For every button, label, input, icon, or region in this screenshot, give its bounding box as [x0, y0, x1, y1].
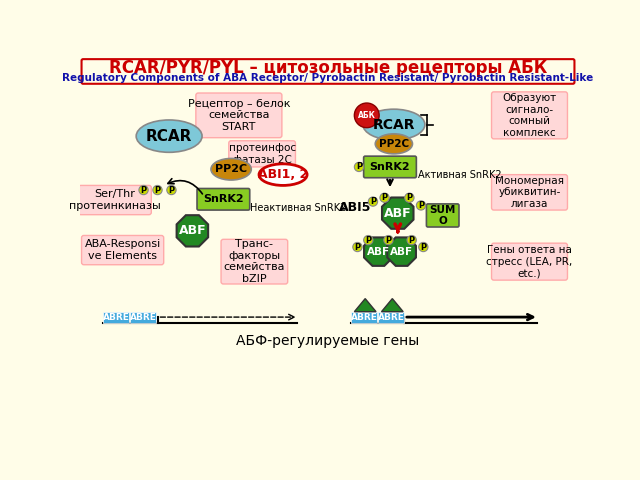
Circle shape [355, 162, 364, 171]
Text: АБК: АБК [358, 111, 376, 120]
Text: ABF: ABF [384, 207, 412, 220]
Text: P: P [406, 193, 412, 202]
FancyBboxPatch shape [229, 141, 296, 167]
Text: P: P [141, 186, 147, 194]
Text: ABRE: ABRE [130, 313, 157, 322]
Text: P: P [408, 236, 415, 245]
FancyBboxPatch shape [426, 204, 459, 227]
Circle shape [364, 236, 373, 245]
Ellipse shape [363, 109, 425, 140]
Text: P: P [168, 186, 175, 194]
FancyBboxPatch shape [81, 236, 164, 265]
FancyBboxPatch shape [364, 156, 417, 178]
Text: RCAR: RCAR [146, 129, 192, 144]
Circle shape [353, 242, 362, 252]
Text: PP2C: PP2C [215, 164, 247, 174]
Text: Транс-
факторы
семейства
bZIP: Транс- факторы семейства bZIP [223, 239, 285, 284]
Circle shape [139, 185, 148, 195]
Ellipse shape [375, 134, 412, 154]
Polygon shape [381, 299, 403, 312]
Text: Regulatory Components of ABA Receptor/ Pyrobactin Resistant/ Pyrobactin Resistan: Regulatory Components of ABA Receptor/ P… [62, 73, 594, 84]
Text: Активная SnRK2: Активная SnRK2 [418, 170, 502, 180]
Text: SnRK2: SnRK2 [203, 194, 244, 204]
Text: P: P [356, 162, 362, 171]
Polygon shape [382, 197, 413, 229]
Circle shape [355, 103, 379, 128]
Text: ABRE: ABRE [102, 313, 129, 322]
Circle shape [368, 197, 378, 206]
Polygon shape [355, 299, 376, 312]
Text: ABI5: ABI5 [339, 201, 371, 214]
Text: P: P [385, 236, 392, 245]
Ellipse shape [136, 120, 202, 152]
Text: P: P [370, 197, 376, 206]
Circle shape [153, 185, 162, 195]
FancyBboxPatch shape [378, 312, 404, 323]
FancyBboxPatch shape [351, 312, 377, 323]
Text: Гены ответа на
стресс (LEA, PR,
etc.): Гены ответа на стресс (LEA, PR, etc.) [486, 245, 573, 278]
Text: P: P [355, 242, 360, 252]
Text: Образуют
сигнало-
сомный
комплекс: Образуют сигнало- сомный комплекс [502, 93, 557, 138]
FancyBboxPatch shape [79, 185, 151, 215]
Polygon shape [364, 238, 393, 266]
Text: ABF: ABF [179, 224, 206, 237]
FancyBboxPatch shape [221, 240, 288, 284]
Text: ABA-Responsi
ve Elements: ABA-Responsi ve Elements [84, 240, 161, 261]
FancyBboxPatch shape [492, 92, 568, 139]
Text: Мономерная
убиквитин-
лигаза: Мономерная убиквитин- лигаза [495, 176, 564, 209]
Text: RCAR: RCAR [372, 118, 415, 132]
Text: ABRE: ABRE [351, 313, 378, 322]
Circle shape [404, 193, 414, 203]
Text: протеинфос
фатазы 2С: протеинфос фатазы 2С [228, 143, 296, 165]
Text: ABI1, 2: ABI1, 2 [258, 168, 308, 181]
Ellipse shape [259, 164, 307, 185]
FancyBboxPatch shape [492, 243, 568, 280]
Circle shape [167, 185, 176, 195]
Text: ABF: ABF [367, 247, 390, 257]
Circle shape [380, 193, 389, 203]
Text: P: P [381, 193, 388, 202]
Circle shape [419, 242, 428, 252]
FancyBboxPatch shape [131, 312, 156, 323]
Ellipse shape [211, 158, 252, 180]
Text: P: P [365, 236, 371, 245]
FancyBboxPatch shape [81, 59, 575, 84]
Text: PP2C: PP2C [379, 139, 409, 149]
Text: АБФ-регулируемые гены: АБФ-регулируемые гены [236, 334, 420, 348]
FancyBboxPatch shape [103, 312, 129, 323]
Text: Ser/Thr
протеинкиназы: Ser/Thr протеинкиназы [69, 189, 161, 211]
Text: P: P [154, 186, 161, 194]
Polygon shape [177, 215, 208, 247]
Circle shape [384, 236, 393, 245]
Text: SnRK2: SnRK2 [370, 162, 410, 172]
FancyBboxPatch shape [197, 189, 250, 210]
Text: RCAR/PYR/PYL – цитозольные рецепторы АБК: RCAR/PYR/PYL – цитозольные рецепторы АБК [109, 60, 547, 77]
Text: ABRE: ABRE [378, 313, 404, 322]
FancyBboxPatch shape [196, 93, 282, 138]
Text: Неактивная SnRK2: Неактивная SnRK2 [250, 203, 347, 213]
Text: P: P [418, 201, 424, 210]
Circle shape [417, 201, 426, 210]
FancyBboxPatch shape [492, 175, 568, 210]
Text: SUM
O: SUM O [429, 204, 456, 226]
Text: Рецептор – белок
семейства
START: Рецептор – белок семейства START [188, 99, 290, 132]
Circle shape [407, 236, 417, 245]
Polygon shape [387, 238, 416, 266]
Text: ABF: ABF [390, 247, 413, 257]
Text: P: P [420, 242, 426, 252]
